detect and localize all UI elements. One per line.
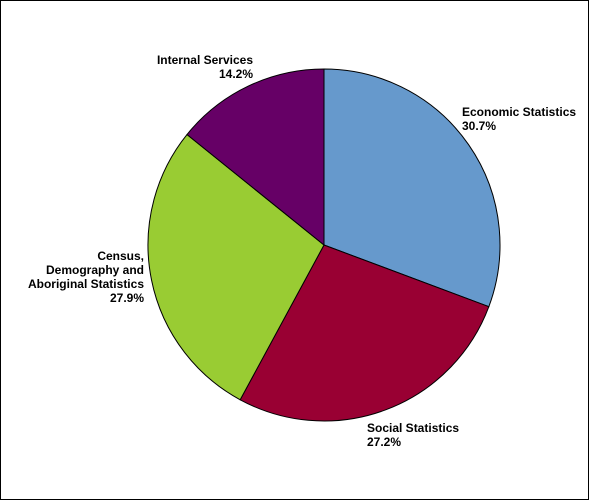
slice-percent-internal-services: 14.2% bbox=[218, 67, 253, 81]
slice-percent-social-statistics: 27.2% bbox=[367, 435, 402, 449]
slice-name-economic-statistics: Economic Statistics bbox=[462, 105, 577, 119]
slice-name-census-demography-aboriginal: Census, Demography and Aboriginal Statis… bbox=[27, 249, 144, 291]
slice-label-economic-statistics: Economic Statistics 30.7% bbox=[462, 105, 576, 133]
slice-name-internal-services: Internal Services bbox=[156, 53, 253, 67]
slice-name-social-statistics: Social Statistics bbox=[367, 421, 460, 435]
slice-label-social-statistics: Social Statistics 27.2% bbox=[367, 421, 459, 449]
slice-percent-economic-statistics: 30.7% bbox=[462, 119, 497, 133]
pie-slice-census-demography-aboriginal bbox=[147, 133, 325, 401]
pie-slice-economic-statistics bbox=[323, 68, 501, 308]
slice-label-census-demography-aboriginal: Census, Demography and Aboriginal Statis… bbox=[28, 249, 144, 305]
slice-percent-census-demography-aboriginal: 27.9% bbox=[109, 291, 144, 305]
slice-label-internal-services: Internal Services 14.2% bbox=[157, 53, 253, 81]
pie-slice-internal-services bbox=[186, 68, 325, 247]
pie-slice-social-statistics bbox=[239, 244, 490, 422]
